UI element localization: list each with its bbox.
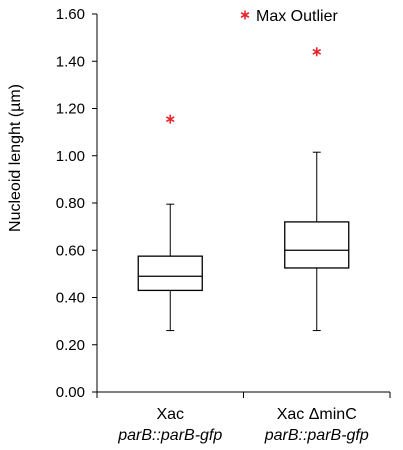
y-tick-label: 0.80 (56, 195, 85, 212)
max-outlier-marker (165, 114, 175, 124)
y-tick-label: 0.00 (56, 384, 85, 401)
y-tick-label: 1.60 (56, 6, 85, 23)
y-tick-label: 0.20 (56, 337, 85, 354)
box-iqr (284, 221, 350, 269)
box-group (284, 47, 350, 332)
y-tick-label: 1.00 (56, 148, 85, 165)
y-tick-label: 0.40 (56, 290, 85, 307)
category-label: Xac (156, 406, 184, 423)
legend-asterisk (240, 10, 250, 20)
legend-label: Max Outlier (256, 8, 338, 25)
max-outlier-marker (312, 47, 322, 57)
y-tick-label: 1.40 (56, 53, 85, 70)
category-label: Xac ΔminC (277, 406, 357, 423)
y-tick-label: 1.20 (56, 101, 85, 118)
box-iqr (137, 255, 203, 292)
y-axis: 0.00 0.20 0.40 0.60 0.80 1.00 1.20 1.40 1.60 (56, 6, 98, 401)
y-axis-title: Nucleoid lenght (µm) (7, 84, 24, 232)
y-tick-label: 0.60 (56, 242, 85, 259)
legend: Max Outlier (240, 8, 338, 25)
max-outlier-legend-icon (240, 10, 250, 20)
box-group (137, 114, 203, 332)
box-series (137, 47, 350, 332)
category-sublabel: parB::parB-gfp (264, 427, 369, 444)
category-sublabel: parB::parB-gfp (117, 427, 222, 444)
